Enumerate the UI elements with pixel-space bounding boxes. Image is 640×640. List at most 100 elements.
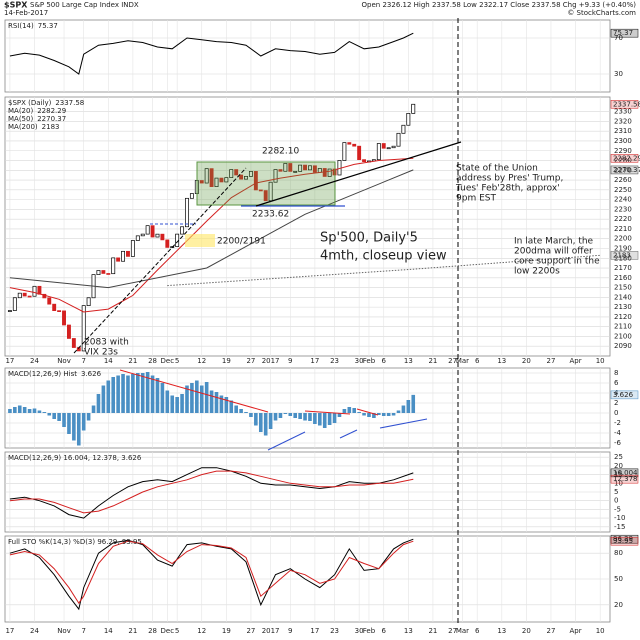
y-tick-label: 2260	[614, 176, 632, 184]
y-tick-label: -4	[614, 429, 622, 437]
x-tick-label: 2017	[262, 627, 280, 635]
candle	[116, 257, 121, 262]
x-tick-label: 6	[475, 357, 480, 365]
histogram-bar	[337, 413, 342, 417]
candle	[234, 169, 239, 176]
histogram-bar	[42, 412, 47, 413]
annotation: 2282.10	[262, 147, 299, 157]
x-tick-label: 5	[175, 357, 179, 365]
x-tick-label: 27	[448, 627, 457, 635]
candle	[62, 310, 66, 326]
histogram-bar	[116, 375, 120, 413]
y-tick-label: 80	[614, 549, 623, 557]
histogram-bar	[298, 413, 302, 419]
y-tick-label: 0	[614, 497, 618, 505]
x-tick-label: Apr	[570, 627, 582, 635]
annotation: core support in the	[514, 257, 600, 267]
value-badge	[610, 251, 639, 260]
histogram-bar	[57, 413, 61, 421]
y-tick-label: 2230	[614, 205, 632, 213]
x-tick-label: 17	[5, 627, 14, 635]
x-tick-label: 13	[404, 627, 413, 635]
candle	[268, 181, 273, 202]
annotation: In late March, the	[514, 237, 594, 247]
candle	[140, 233, 145, 237]
histogram-bar	[263, 413, 268, 436]
histogram-bar	[190, 383, 194, 413]
candle	[106, 273, 111, 275]
legend-value: 2282.29	[37, 107, 66, 115]
histogram-bar	[47, 413, 52, 416]
x-tick-label: 24	[30, 627, 39, 635]
histogram-bar	[229, 400, 234, 413]
legend-value: 2183	[42, 123, 60, 131]
annotation: address by Pres' Trump,	[456, 174, 563, 184]
series-line	[9, 470, 414, 514]
x-tick-label: Feb	[363, 627, 376, 635]
candle	[214, 177, 219, 187]
y-tick-label: 2320	[614, 117, 632, 125]
y-tick-label: 8	[614, 369, 618, 377]
histogram-bar	[195, 380, 199, 413]
x-tick-label: 12	[197, 627, 206, 635]
histogram-bar	[386, 413, 391, 416]
candle	[312, 165, 317, 173]
histogram-bar	[283, 413, 288, 414]
histogram-bar	[268, 413, 273, 429]
annotation: 9pm EST	[456, 194, 496, 204]
legend-label: MA(20)	[8, 107, 33, 115]
candle	[376, 143, 381, 161]
legend-label: MA(50)	[8, 115, 33, 123]
x-tick-label: 27	[448, 357, 457, 365]
candle	[189, 193, 194, 199]
divergence-line	[379, 418, 428, 429]
histogram-bar	[411, 394, 416, 413]
candle	[155, 233, 160, 238]
histogram-bar	[209, 390, 214, 413]
x-tick-label: Mar	[456, 357, 469, 365]
x-tick-label: 9	[288, 357, 292, 365]
y-tick-label: 50	[614, 575, 623, 583]
histogram-bar	[396, 410, 401, 413]
histogram-bar	[136, 373, 140, 413]
candle	[229, 169, 234, 178]
x-tick-label: 30	[355, 627, 364, 635]
histogram-bar	[293, 413, 298, 418]
panel-title: MACD(12,26,9) 16.004, 12.378, 3.626	[8, 454, 142, 462]
y-tick-label: 2190	[614, 244, 632, 252]
candle	[81, 305, 86, 352]
divergence-line	[304, 410, 351, 415]
y-tick-label: 0	[614, 409, 618, 417]
histogram-bar	[131, 374, 135, 413]
candle	[71, 338, 76, 348]
histogram-bar	[352, 408, 357, 413]
panel-frame	[4, 19, 611, 93]
y-tick-label: 2100	[614, 332, 632, 340]
x-tick-label: 21	[428, 357, 437, 365]
candle	[411, 103, 416, 114]
candle	[357, 145, 362, 160]
x-tick-label: 14	[104, 627, 113, 635]
candle	[273, 169, 278, 183]
histogram-bar	[406, 400, 411, 413]
x-tick-label: 27	[246, 627, 255, 635]
legend-value: 2337.58	[55, 99, 84, 107]
y-tick-label: 20	[614, 462, 623, 470]
series-line	[167, 254, 601, 287]
histogram-bar	[327, 413, 332, 425]
candle	[298, 164, 303, 172]
histogram-bar	[185, 385, 189, 413]
y-tick-label: 2180	[614, 254, 632, 262]
y-tick-label: 2110	[614, 323, 632, 331]
candle	[27, 295, 32, 298]
candle	[283, 163, 288, 172]
y-tick-label: 2200	[614, 235, 632, 243]
histogram-bar	[362, 413, 366, 416]
annotation: low 2200s	[514, 267, 560, 277]
last-value-label: 93.95	[613, 537, 633, 545]
histogram-bar	[342, 409, 347, 413]
last-value-label: 3.626	[613, 391, 634, 399]
x-tick-label: 7	[81, 357, 85, 365]
gap-box	[185, 234, 215, 247]
